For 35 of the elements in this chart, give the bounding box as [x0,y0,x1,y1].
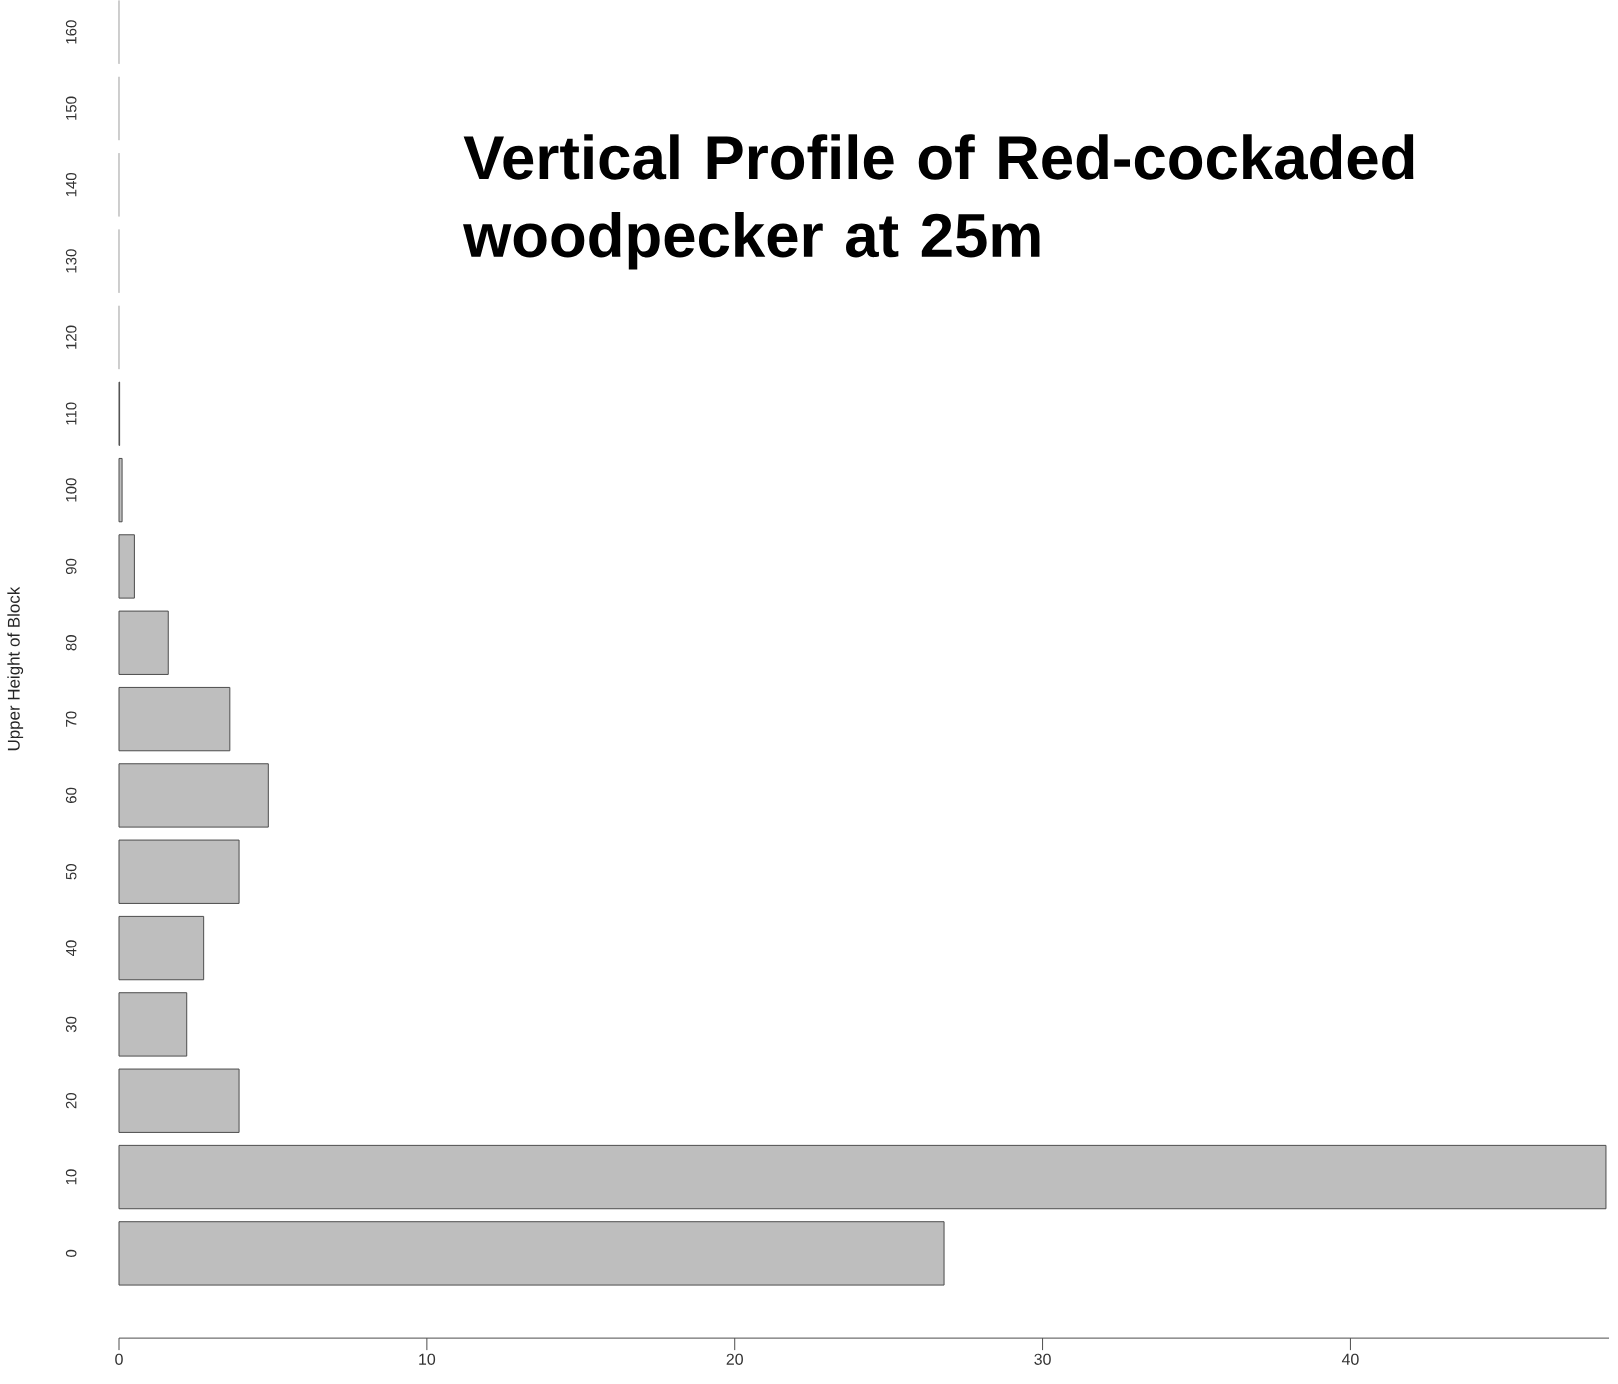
bar [118,457,123,523]
y-tick-label: 0 [65,1249,77,1257]
x-tick-label: 0 [115,1353,123,1365]
y-tick-label: 10 [65,1169,77,1185]
bar [118,915,205,981]
bar [118,1068,240,1133]
bar [118,534,135,599]
y-tick-label: 140 [65,172,77,197]
x-tick-label: 30 [1034,1353,1051,1365]
x-tick-label: 40 [1341,1353,1359,1365]
x-tick-label: 10 [419,1353,436,1365]
y-tick-label: 50 [65,863,77,880]
y-tick-label: 70 [65,711,77,727]
y-tick-label: 160 [65,20,77,44]
y-tick-label: 40 [65,940,77,956]
y-tick-label: 110 [65,402,77,425]
text: Vertical Profile of Red-cockaded woodpecker at 25m [463,134,1414,270]
y-axis-title: Upper Height of Block [7,586,24,751]
x-tick-label: 20 [726,1353,743,1365]
y-tick-label: 120 [65,325,77,349]
y-tick-label: 30 [65,1016,77,1033]
bar [118,839,240,904]
bar [118,1221,945,1286]
bar [118,992,188,1057]
y-tick-label: 130 [65,249,77,273]
bar [118,763,269,828]
y-tick-label: 60 [65,787,77,803]
y-tick-label: 150 [65,96,77,120]
y-tick-label: 80 [65,635,77,651]
y-tick-label: 20 [65,1092,77,1109]
bar [118,1144,1607,1210]
bar [118,610,169,675]
y-tick-label: 100 [65,478,77,502]
bar [118,686,231,752]
y-tick-label: 90 [65,558,77,575]
